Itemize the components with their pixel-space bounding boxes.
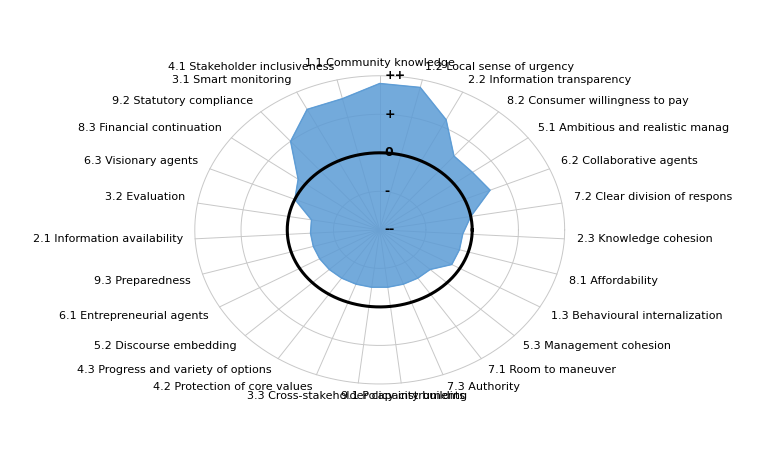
Text: 6.3 Visionary agents: 6.3 Visionary agents [84,156,199,165]
Text: 3.1 Smart monitoring: 3.1 Smart monitoring [172,75,291,85]
Text: 7.3 Authority: 7.3 Authority [447,383,520,392]
Text: 3.2 Evaluation: 3.2 Evaluation [105,192,186,202]
Text: 5.3 Management cohesion: 5.3 Management cohesion [523,341,672,351]
Text: 3.3 Cross-stakeholder capacity building: 3.3 Cross-stakeholder capacity building [246,391,467,401]
Text: ++: ++ [385,69,406,82]
Text: +: + [385,108,395,121]
Text: 6.1 Entrepreneurial agents: 6.1 Entrepreneurial agents [59,311,209,321]
Text: 5.2 Discourse embedding: 5.2 Discourse embedding [94,341,236,351]
Text: 2.3 Knowledge cohesion: 2.3 Knowledge cohesion [576,235,712,244]
Text: 8.3 Financial continuation: 8.3 Financial continuation [78,123,222,133]
Text: 8.1 Affordability: 8.1 Affordability [569,276,658,286]
Text: 1.3 Behavioural internalization: 1.3 Behavioural internalization [551,311,722,321]
Text: 1.2 Local sense of urgency: 1.2 Local sense of urgency [425,62,574,72]
Text: 4.2 Protection of core values: 4.2 Protection of core values [153,383,312,392]
Text: 0: 0 [385,146,394,159]
Text: -: - [385,185,390,198]
Text: 4.3 Progress and variety of options: 4.3 Progress and variety of options [76,366,271,376]
Text: 4.1 Stakeholder inclusiveness: 4.1 Stakeholder inclusiveness [168,62,335,72]
Text: 9.3 Preparedness: 9.3 Preparedness [94,276,191,286]
Text: 7.2 Clear division of respons: 7.2 Clear division of respons [574,192,732,202]
Text: 9.1 Policy instruments: 9.1 Policy instruments [341,391,465,401]
Text: 2.1 Information availability: 2.1 Information availability [33,235,183,244]
Text: 5.1 Ambitious and realistic manag: 5.1 Ambitious and realistic manag [538,123,729,133]
Text: --: -- [385,223,395,236]
Text: 2.2 Information transparency: 2.2 Information transparency [468,75,632,85]
Text: 8.2 Consumer willingness to pay: 8.2 Consumer willingness to pay [506,95,688,105]
Text: 1.1 Community knowledge: 1.1 Community knowledge [305,57,455,68]
Text: 7.1 Room to maneuver: 7.1 Room to maneuver [488,366,616,376]
Polygon shape [291,84,490,287]
Text: 6.2 Collaborative agents: 6.2 Collaborative agents [561,156,697,165]
Text: 9.2 Statutory compliance: 9.2 Statutory compliance [112,95,253,105]
